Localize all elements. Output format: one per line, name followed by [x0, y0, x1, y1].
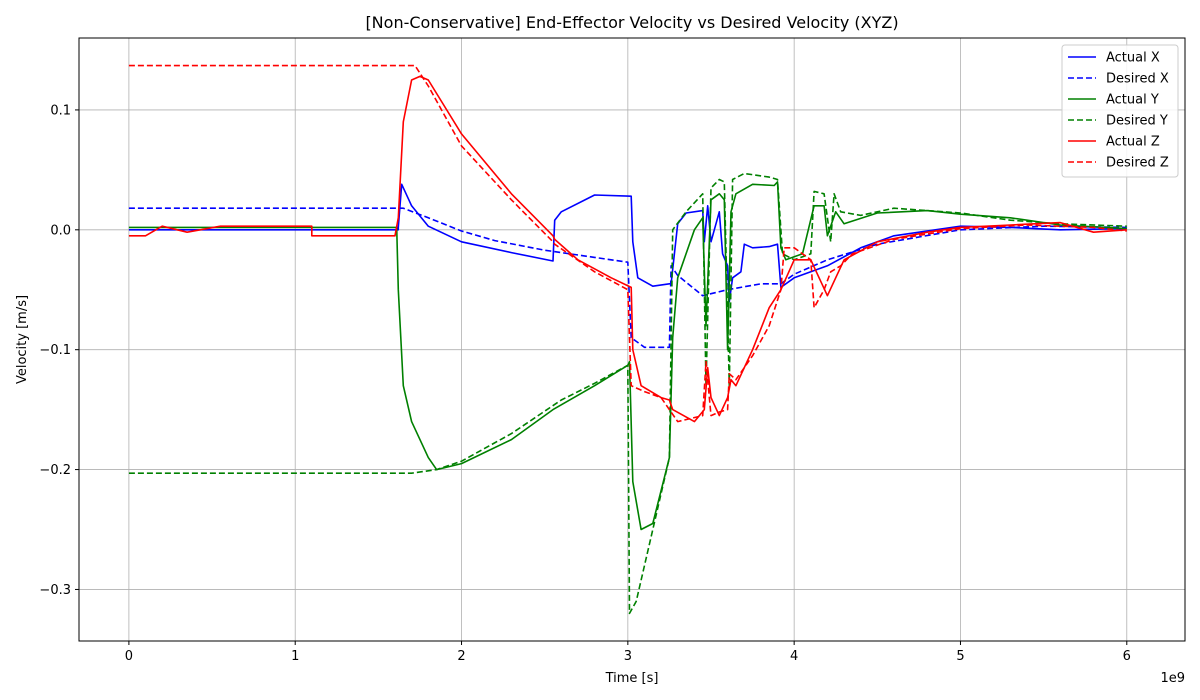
- legend-label-actual-x: Actual X: [1106, 51, 1160, 66]
- x-offset-label: 1e9: [1160, 671, 1185, 686]
- y-tick-label: 0.0: [50, 223, 71, 238]
- plot-frame: [78, 37, 1186, 642]
- series-line-desired-y: [128, 172, 1127, 615]
- x-axis-title: Time [s]: [605, 671, 659, 686]
- legend-label-desired-y: Desired Y: [1106, 114, 1168, 129]
- legend-label-desired-z: Desired Z: [1106, 156, 1169, 171]
- y-tick-label: −0.3: [39, 583, 71, 598]
- x-tick-label: 2: [457, 649, 465, 664]
- series-line-desired-z: [128, 64, 1127, 423]
- series-line-actual-z: [128, 75, 1127, 423]
- ticks: 0 1 2 3 4 5 6 −0.3 −0.2 −0.1 0.0 0.1: [39, 103, 1131, 664]
- y-tick-label: −0.2: [39, 463, 71, 478]
- x-tick-label: 3: [624, 649, 632, 664]
- x-tick-label: 6: [1123, 649, 1131, 664]
- legend-label-desired-x: Desired X: [1106, 72, 1169, 87]
- y-tick-label: −0.1: [39, 343, 71, 358]
- legend-label-actual-y: Actual Y: [1106, 93, 1159, 108]
- chart-title: [Non-Conservative] End-Effector Velocity…: [365, 13, 898, 32]
- legend-label-actual-z: Actual Z: [1106, 135, 1160, 150]
- y-axis-title: Velocity [m/s]: [15, 295, 30, 384]
- series-line-desired-x: [128, 207, 1127, 349]
- x-tick-label: 4: [790, 649, 798, 664]
- x-tick-label: 0: [125, 649, 133, 664]
- legend: Actual X Desired X Actual Y Desired Y Actual…: [1061, 44, 1179, 178]
- x-tick-label: 1: [291, 649, 299, 664]
- x-tick-label: 5: [956, 649, 964, 664]
- series-layer: [128, 64, 1127, 615]
- y-tick-label: 0.1: [50, 103, 71, 118]
- series-line-actual-x: [128, 183, 1127, 303]
